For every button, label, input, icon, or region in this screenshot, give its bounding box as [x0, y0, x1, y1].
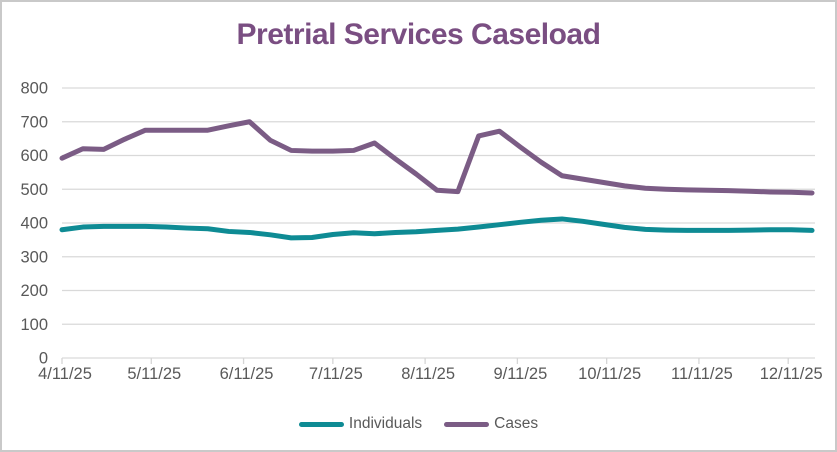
cases-line-swatch	[444, 421, 490, 427]
chart-title: Pretrial Services Caseload	[236, 18, 601, 51]
x-axis-label: 12/11/25	[760, 365, 823, 383]
y-axis-label: 100	[20, 316, 48, 334]
x-axis-label: 9/11/25	[493, 365, 547, 383]
y-axis-label: 0	[39, 350, 48, 368]
y-axis-label: 400	[20, 215, 48, 233]
x-axis-label: 7/11/25	[309, 365, 363, 383]
x-axis-label: 5/11/25	[127, 365, 181, 383]
series-line-cases	[59, 119, 815, 196]
y-axis-label: 200	[20, 282, 48, 300]
legend: Individuals Cases	[2, 413, 835, 435]
x-axis-label: 10/11/25	[578, 365, 641, 383]
legend-item-cases: Cases	[444, 415, 538, 433]
legend-item-individuals: Individuals	[298, 415, 423, 433]
x-axis-label: 11/11/25	[671, 365, 733, 383]
legend-label-cases: Cases	[494, 415, 539, 432]
y-axis-label: 800	[20, 80, 48, 98]
x-axis-label: 8/11/25	[401, 365, 455, 383]
x-axis-label: 4/11/25	[38, 365, 92, 383]
individuals-line-swatch	[298, 421, 344, 427]
series-line-individuals	[59, 216, 815, 241]
y-axis-label: 700	[20, 113, 48, 131]
y-axis-label: 500	[20, 181, 48, 199]
x-axis-label: 6/11/25	[220, 365, 274, 383]
y-axis-label: 600	[20, 147, 48, 165]
y-axis-label: 300	[20, 248, 48, 266]
legend-label-individuals: Individuals	[348, 415, 423, 432]
